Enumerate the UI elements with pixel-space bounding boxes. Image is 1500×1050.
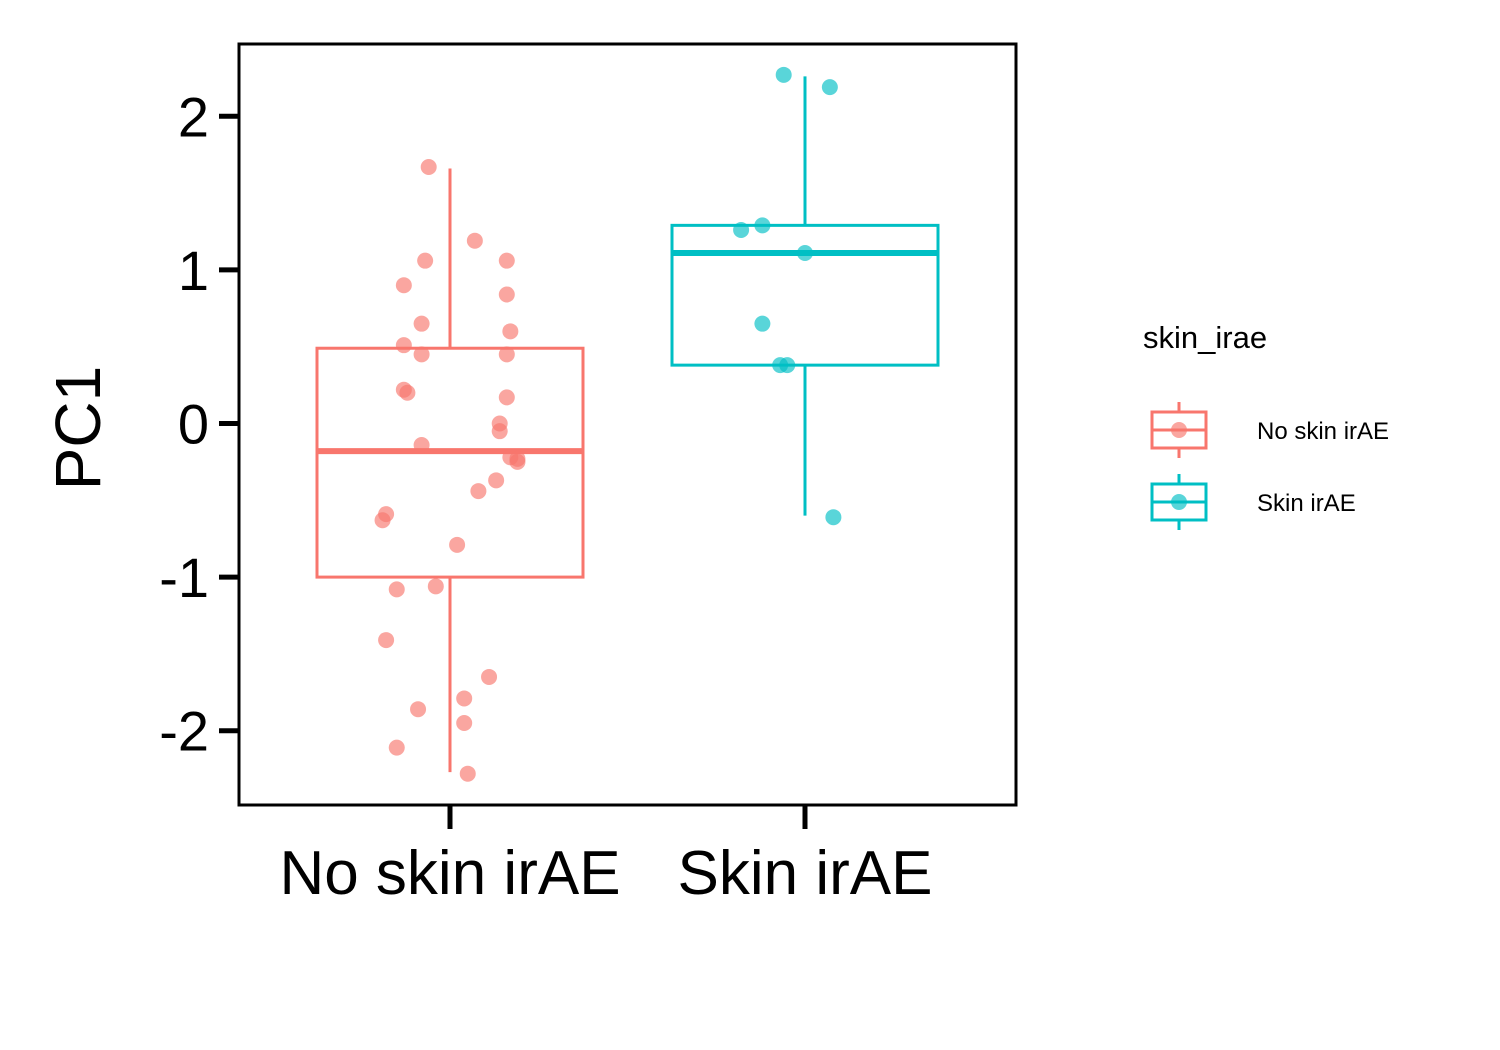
data-point: [388, 739, 405, 756]
y-tick-label: 0: [178, 393, 209, 456]
x-tick-label: No skin irAE: [279, 839, 620, 908]
data-point: [797, 245, 813, 262]
data-point: [470, 483, 487, 500]
data-point: [498, 286, 515, 303]
data-point: [413, 315, 430, 332]
data-point: [388, 581, 405, 598]
x-tick-label: Skin irAE: [678, 839, 933, 908]
data-point: [466, 232, 483, 249]
data-point: [456, 690, 473, 707]
data-point: [733, 221, 750, 238]
data-point: [754, 217, 771, 234]
x-axis: No skin irAE Skin irAE: [279, 805, 932, 908]
legend: skin_irae No skin irAE Skin irAE: [1143, 320, 1389, 530]
data-point: [825, 509, 842, 526]
data-point: [420, 158, 437, 175]
data-point: [413, 437, 430, 454]
data-point: [481, 668, 498, 685]
legend-key-point: [1171, 494, 1187, 510]
data-point: [410, 701, 427, 718]
data-point: [509, 453, 526, 470]
data-point: [413, 346, 430, 363]
box: [315, 346, 585, 579]
y-tick-label: -1: [159, 546, 209, 609]
data-point: [502, 323, 519, 340]
data-point: [821, 79, 838, 96]
data-point: [498, 389, 515, 406]
y-axis: -2 -1 0 1 2: [159, 85, 239, 763]
data-point: [498, 252, 515, 269]
data-point: [449, 536, 466, 553]
data-point: [374, 512, 391, 529]
y-tick-label: 2: [178, 85, 209, 148]
data-point: [779, 357, 796, 374]
data-point: [754, 315, 771, 332]
boxes-layer: [315, 76, 940, 773]
legend-entry-label: No skin irAE: [1257, 418, 1389, 445]
data-point: [427, 578, 444, 595]
data-point: [456, 715, 473, 732]
legend-entry-label: Skin irAE: [1257, 490, 1356, 517]
data-point: [395, 337, 412, 354]
box: [670, 223, 940, 367]
plot-panel: [237, 42, 1018, 807]
legend-title: skin_irae: [1143, 320, 1267, 355]
y-tick-label: -2: [159, 700, 209, 763]
data-point: [775, 66, 792, 83]
data-point: [459, 765, 476, 782]
data-point: [498, 346, 515, 363]
points-layer: [374, 66, 842, 782]
y-axis-label: PC1: [42, 366, 114, 491]
data-point: [395, 277, 412, 294]
data-point: [378, 632, 395, 649]
data-point: [488, 472, 505, 489]
data-point: [491, 423, 508, 440]
data-point: [417, 252, 434, 269]
data-point: [399, 384, 416, 401]
legend-key-point: [1171, 422, 1187, 438]
y-tick-label: 1: [178, 239, 209, 302]
